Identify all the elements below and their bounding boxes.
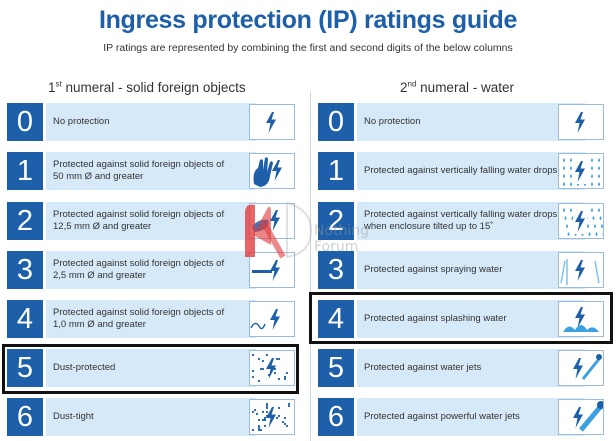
solid-numeral-0: 0 bbox=[7, 103, 43, 141]
description-line-1: Protected against splashing water bbox=[364, 313, 507, 325]
water-numeral-2: 2 bbox=[318, 202, 354, 240]
description-line-1: Protected against solid foreign objects … bbox=[53, 159, 225, 171]
solid-numeral-4: 4 bbox=[7, 300, 43, 338]
lightning-icon bbox=[249, 104, 295, 140]
wire-lightning-icon bbox=[249, 301, 295, 337]
water-numeral-1: 1 bbox=[318, 152, 354, 190]
water-row-3: 3 Protected against spraying water bbox=[318, 251, 604, 289]
description-line-2: when enclosure tilted up to 15˚ bbox=[364, 221, 494, 232]
water-row-6: 6 Protected against powerful water jets bbox=[318, 398, 604, 436]
solid-description-2: Protected against solid foreign objects … bbox=[46, 202, 256, 240]
water-row-4: 4 Protected against splashing water bbox=[318, 300, 604, 338]
solid-numeral-5: 5 bbox=[7, 349, 43, 387]
water-jet-icon bbox=[558, 350, 604, 386]
solid-numeral-2: 2 bbox=[7, 202, 43, 240]
solid-row-0: 0 No protection bbox=[7, 103, 295, 141]
dust-lightning-icon bbox=[249, 350, 295, 386]
description-line-1: Dust-protected bbox=[53, 362, 116, 374]
description-line-1: Protected against water jets bbox=[364, 362, 482, 374]
description-line-2: 12,5 mm Ø and greater bbox=[53, 221, 152, 232]
water-description-6: Protected against powerful water jets bbox=[357, 398, 585, 436]
water-numeral-0: 0 bbox=[318, 103, 354, 141]
solid-description-3: Protected against solid foreign objects … bbox=[46, 251, 256, 289]
watermark-text: Nothing Forum bbox=[314, 223, 370, 255]
solid-row-4: 4 Protected against solid foreign objects… bbox=[7, 300, 295, 338]
water-numeral-6: 6 bbox=[318, 398, 354, 436]
description-line-2: 2,5 mm Ø and greater bbox=[53, 270, 146, 281]
description-line-1: Protected against vertically falling wat… bbox=[364, 165, 558, 177]
right-column-heading: 2nd numeral - water bbox=[400, 79, 514, 95]
water-description-4: Protected against splashing water bbox=[357, 300, 585, 338]
finger-lightning-icon bbox=[249, 203, 295, 239]
solid-description-6: Dust-tight bbox=[46, 398, 256, 436]
description-line-1: Protected against spraying water bbox=[364, 264, 503, 276]
page-title: Ingress protection (IP) ratings guide bbox=[98, 6, 518, 34]
description-line-2: 50 mm Ø and greater bbox=[53, 171, 144, 182]
water-numeral-3: 3 bbox=[318, 251, 354, 289]
solid-description-0: No protection bbox=[46, 103, 256, 141]
description-line-1: Protected against solid foreign objects … bbox=[53, 209, 225, 221]
water-description-3: Protected against spraying water bbox=[357, 251, 585, 289]
solid-row-2: 2 Protected against solid foreign objects… bbox=[7, 202, 295, 240]
solid-row-3: 3 Protected against solid foreign objects… bbox=[7, 251, 295, 289]
solid-description-1: Protected against solid foreign objects … bbox=[46, 152, 256, 190]
water-numeral-5: 5 bbox=[318, 349, 354, 387]
description-line-1: Protected against solid foreign objects … bbox=[53, 307, 225, 319]
dense-dust-lightning-icon bbox=[249, 399, 295, 435]
solid-row-5: 5 Dust-protected bbox=[7, 349, 295, 387]
description-line-1: Protected against vertically falling wat… bbox=[364, 209, 558, 221]
tool-lightning-icon bbox=[249, 252, 295, 288]
splash-icon bbox=[558, 301, 604, 337]
lightning-icon bbox=[558, 104, 604, 140]
powerful-water-jet-icon bbox=[558, 399, 604, 435]
water-description-1: Protected against vertically falling wat… bbox=[357, 152, 585, 190]
water-description-2: Protected against vertically falling wat… bbox=[357, 202, 585, 240]
solid-numeral-6: 6 bbox=[7, 398, 43, 436]
description-line-1: Protected against solid foreign objects … bbox=[53, 258, 225, 270]
water-numeral-4: 4 bbox=[318, 300, 354, 338]
solid-numeral-1: 1 bbox=[7, 152, 43, 190]
water-row-0: 0 No protection bbox=[318, 103, 604, 141]
highlight-box-dust-protected bbox=[2, 344, 299, 394]
hand-lightning-icon bbox=[249, 153, 295, 189]
description-line-2: 1,0 mm Ø and greater bbox=[53, 319, 146, 330]
solid-row-1: 1 Protected against solid foreign objects… bbox=[7, 152, 295, 190]
water-row-2: 2 Protected against vertically falling wa… bbox=[318, 202, 604, 240]
left-column-heading: 1st numeral - solid foreign objects bbox=[48, 79, 246, 95]
water-description-5: Protected against water jets bbox=[357, 349, 585, 387]
solid-row-6: 6 Dust-tight bbox=[7, 398, 295, 436]
vertical-drops-icon bbox=[558, 153, 604, 189]
water-description-0: No protection bbox=[357, 103, 585, 141]
spray-icon bbox=[558, 252, 604, 288]
solid-numeral-3: 3 bbox=[7, 251, 43, 289]
description-line-1: Protected against powerful water jets bbox=[364, 411, 520, 423]
highlight-box-splashing-water bbox=[309, 292, 613, 344]
page-subtitle: IP ratings are represented by combining … bbox=[103, 42, 513, 54]
column-divider bbox=[310, 92, 311, 441]
description-line-1: No protection bbox=[364, 116, 421, 128]
description-line-1: Dust-tight bbox=[53, 411, 94, 423]
description-line-1: No protection bbox=[53, 116, 110, 128]
water-row-1: 1 Protected against vertically falling wa… bbox=[318, 152, 604, 190]
solid-description-4: Protected against solid foreign objects … bbox=[46, 300, 256, 338]
solid-description-5: Dust-protected bbox=[46, 349, 256, 387]
tilted-drops-icon bbox=[558, 203, 604, 239]
water-row-5: 5 Protected against water jets bbox=[318, 349, 604, 387]
